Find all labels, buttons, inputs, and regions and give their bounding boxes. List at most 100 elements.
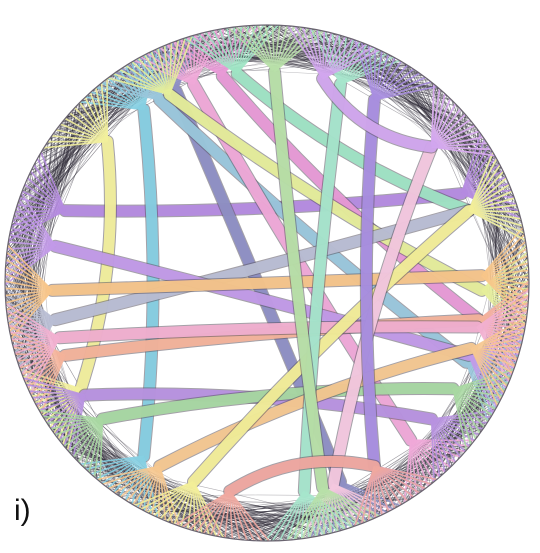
bundle-fan-line [468, 190, 513, 212]
bundle-fan-line [192, 481, 196, 532]
rim-edge [191, 514, 332, 534]
bundle-fan-line [476, 326, 522, 348]
bundle-band [327, 141, 438, 490]
bundle-fan-line [163, 45, 171, 95]
bundle-fan-line [32, 394, 85, 399]
bundle-fan-line [374, 81, 432, 101]
bundle-fan-line [43, 140, 108, 149]
bundle-fan-line [430, 108, 462, 148]
bundle-fan-line [5, 266, 53, 292]
bundle-fan-line [452, 388, 481, 434]
rim-edge [57, 437, 283, 541]
bundle-band [54, 321, 483, 344]
bundle-band [46, 270, 488, 296]
bundle-salmon-2 [175, 454, 437, 541]
bundle-fan-line [236, 25, 279, 75]
bundle-fan-line [430, 418, 446, 473]
bundle-fan-line [410, 440, 424, 491]
rim-edge [148, 496, 415, 514]
bundle-band [49, 240, 475, 361]
bundle-fan-line [192, 481, 203, 534]
bundle-fan-line [180, 481, 195, 527]
bundle-fan-line [431, 113, 466, 148]
bundle-fan-line [5, 287, 53, 292]
rim-edge [17, 91, 92, 364]
bundle-fan-line [38, 394, 86, 412]
bundle-fan-line [10, 318, 56, 340]
bundle-fan-line [471, 330, 525, 350]
bundle-fan-line [339, 37, 347, 85]
bundle-fan-line [126, 64, 161, 101]
bundle-fan-line [40, 355, 66, 414]
bundle-fan-line [204, 31, 238, 74]
rim-edge [5, 291, 134, 506]
bundle-fan-line [175, 32, 202, 92]
bundle-fan-line [84, 97, 109, 142]
bundle-fan-line [68, 418, 103, 453]
bundle-fan-line [410, 439, 441, 478]
bundle-fan-line [188, 490, 231, 531]
bundle-fan-line [403, 440, 412, 503]
bundle-fan-line [461, 163, 501, 195]
bundle-fan-line [373, 64, 408, 101]
bundle-fan-line [340, 59, 400, 85]
bundle-fan-line [173, 481, 195, 525]
bundle-fan-line [430, 103, 457, 148]
bundle-fan-line [373, 466, 376, 519]
bundle-fan-line [303, 490, 339, 533]
bundle-fan-line [168, 35, 193, 95]
bundle-fan-line [468, 177, 507, 212]
rim-edge [10, 230, 89, 472]
bundle-fan-line [97, 465, 160, 481]
bundle-fan-line [21, 354, 66, 376]
bundle-fan-line [113, 73, 145, 111]
bundle-fan-line [273, 29, 317, 73]
bundle-fan-line [228, 490, 255, 541]
bundle-fan-line [431, 119, 471, 148]
rim-edge [5, 287, 76, 459]
rim-edge [8, 151, 48, 241]
bundle-fan-line [332, 483, 366, 523]
bundle-fan-line [144, 54, 161, 101]
bundle-fan-line [9, 233, 56, 248]
bundle-fan-line [461, 170, 504, 195]
bundle-fan-line [476, 303, 529, 328]
bundle-band [216, 70, 485, 326]
bundle-fan-line [481, 274, 529, 279]
bundle-fan-line [195, 490, 231, 533]
bundle-fan-line [321, 487, 325, 535]
rim-edge [467, 123, 514, 197]
bundle-fan-line [461, 192, 515, 199]
rim-edge [325, 454, 463, 535]
bundle-fan-line [452, 388, 485, 428]
bundle-fan-line [30, 170, 66, 212]
bundle-yellow-2 [134, 152, 526, 538]
bundle-fan-line [125, 64, 170, 96]
rim-edge [470, 126, 522, 222]
bundle-fan-line [452, 388, 472, 445]
bundle-fan-line [80, 101, 144, 111]
bundle-fan-line [54, 418, 103, 436]
bundle-fan-line [33, 164, 66, 212]
bundle-fan-line [17, 354, 66, 362]
bundle-fan-line [430, 418, 462, 458]
bundle-fan-line [294, 26, 324, 79]
rim-edge [460, 378, 511, 452]
bundle-fan-line [461, 151, 494, 195]
bundle-fan-line [158, 466, 161, 519]
bundle-fan-line [36, 355, 66, 408]
bundle-fan-line [273, 26, 303, 73]
bundle-fan-line [29, 337, 61, 395]
bundle-fan-line [264, 25, 276, 72]
rim-edge [247, 25, 481, 134]
bundle-band [360, 94, 380, 472]
bundle-fan-line [468, 158, 498, 211]
bundle-fan-line [82, 418, 104, 468]
bundle-fan-line [321, 34, 340, 79]
bundle-fan-line [324, 31, 342, 85]
rim-edge [9, 232, 25, 352]
rim-edge [440, 312, 528, 476]
bundle-fan-line [15, 353, 66, 357]
bundle-fan-line [183, 37, 238, 75]
bundle-fan-line [50, 394, 86, 430]
